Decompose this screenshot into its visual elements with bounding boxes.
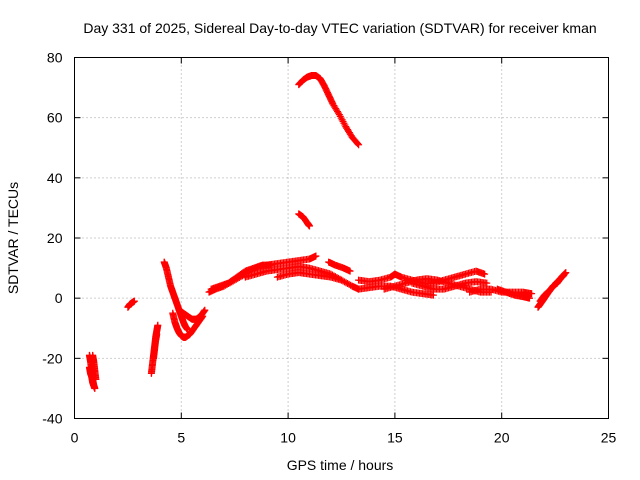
x-tick-label: 25 [601,430,617,446]
x-tick-label: 10 [280,430,296,446]
data-point [201,306,209,314]
chart-title: Day 331 of 2025, Sidereal Day-to-day VTE… [83,20,596,36]
data-point [338,276,345,284]
data-point [92,375,100,383]
x-tick-labels: 0 5 10 15 20 25 [71,430,617,446]
y-axis-label: SDTVAR / TECUs [5,182,21,294]
x-axis-label: GPS time / hours [287,457,394,473]
data-point [559,272,567,280]
y-tick-label: 60 [47,110,63,126]
y-tick-label: -20 [42,350,62,366]
series-arc-3b [150,330,161,362]
x-tick-label: 20 [494,430,510,446]
series-arc-12 [295,210,313,230]
series-arc-11 [325,258,354,275]
data-point [154,321,162,329]
data-point [305,222,313,230]
y-tick-label: 20 [47,230,63,246]
series-arc-1c [89,351,100,383]
x-tick-label: 0 [71,430,79,446]
series-arc-10 [273,269,345,284]
y-tick-label: -40 [42,411,62,427]
data-point [560,272,568,280]
data-point [481,270,489,278]
data-point [528,290,536,298]
plot-frame [74,57,609,419]
data-point [355,141,363,149]
data-point [354,140,362,148]
y-tick-label: 80 [47,50,63,66]
data-point [346,267,354,275]
series-arc-2 [124,297,138,311]
data-point [312,252,320,260]
y-tick-label: 40 [47,170,63,186]
data-point [153,330,161,338]
data-point [91,384,99,392]
x-tick-label: 15 [387,430,403,446]
series-arc-6 [175,306,209,323]
series-arc-19 [493,285,533,302]
data-point [483,279,491,287]
data-points [85,72,570,392]
series-arc-21 [536,272,568,305]
x-tick-label: 5 [177,430,185,446]
data-point [90,381,98,389]
series-arc-13 [295,72,363,149]
y-tick-labels: -40 -20 0 20 40 60 80 [42,50,62,427]
data-point [525,294,533,302]
series-arc-8 [207,261,275,293]
data-point [429,291,437,299]
series-arc-17 [408,278,491,293]
y-tick-label: 0 [55,290,63,306]
data-point [130,297,138,305]
